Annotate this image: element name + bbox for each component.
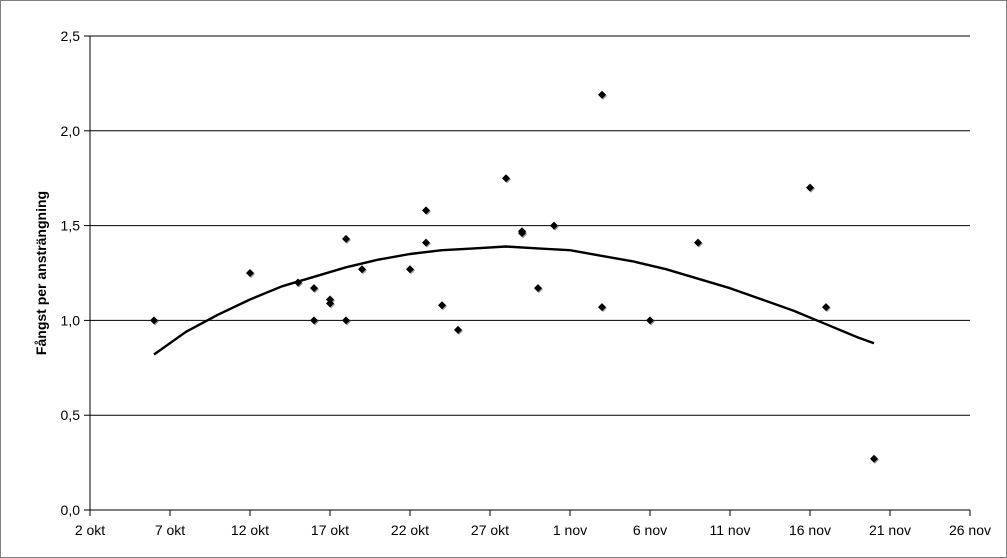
x-tick-label: 26 nov <box>949 522 991 538</box>
x-tick-label: 12 okt <box>231 522 269 538</box>
x-tick-label: 11 nov <box>710 522 751 538</box>
x-tick-label: 21 nov <box>869 522 911 538</box>
data-point <box>806 183 815 193</box>
data-point <box>406 265 415 275</box>
trendline <box>153 245 875 356</box>
data-point <box>422 238 431 248</box>
y-tick-label: 1,0 <box>61 312 81 328</box>
data-point <box>294 278 303 288</box>
tick-labels: 0,0 0,5 1,0 1,5 2,0 2,5 2 okt 7 okt 12 okt 17 okt… <box>61 28 991 538</box>
x-tick-label: 6 nov <box>633 522 667 538</box>
data-point <box>342 316 351 326</box>
y-tick-label: 2,0 <box>61 123 81 139</box>
data-point <box>598 303 607 313</box>
data-point <box>310 316 319 326</box>
data-point <box>358 265 367 275</box>
data-point <box>646 316 655 326</box>
y-tick-label: 1,5 <box>61 218 81 234</box>
data-point <box>310 284 319 294</box>
x-tick-label: 16 nov <box>789 522 831 538</box>
data-point <box>598 90 607 100</box>
data-point <box>870 454 879 464</box>
data-point <box>246 269 255 278</box>
gridlines <box>90 35 970 416</box>
data-point <box>342 234 351 244</box>
data-point <box>326 299 335 309</box>
y-tick-label: 0,5 <box>61 407 81 423</box>
data-point <box>422 206 431 216</box>
data-point <box>694 238 703 248</box>
y-axis-title: Fångst per ansträngning <box>33 191 49 355</box>
y-tick-label: 0,0 <box>61 502 81 518</box>
x-tick-label: 17 okt <box>311 522 349 538</box>
data-points <box>150 90 879 464</box>
x-tick-label: 27 okt <box>471 522 509 538</box>
data-point <box>534 284 543 294</box>
trendline-layer <box>153 245 875 356</box>
data-point <box>438 301 447 311</box>
x-tick-label: 1 nov <box>553 522 587 538</box>
x-tick-label: 22 okt <box>391 522 429 538</box>
data-point <box>454 325 463 335</box>
axes <box>84 35 971 516</box>
y-tick-label: 2,5 <box>61 28 81 44</box>
data-point <box>150 316 159 326</box>
data-point <box>502 174 511 184</box>
x-tick-label: 7 okt <box>155 522 185 538</box>
x-tick-label: 2 okt <box>75 522 105 538</box>
data-point <box>518 229 527 239</box>
data-point <box>550 221 559 231</box>
data-point <box>822 303 831 313</box>
